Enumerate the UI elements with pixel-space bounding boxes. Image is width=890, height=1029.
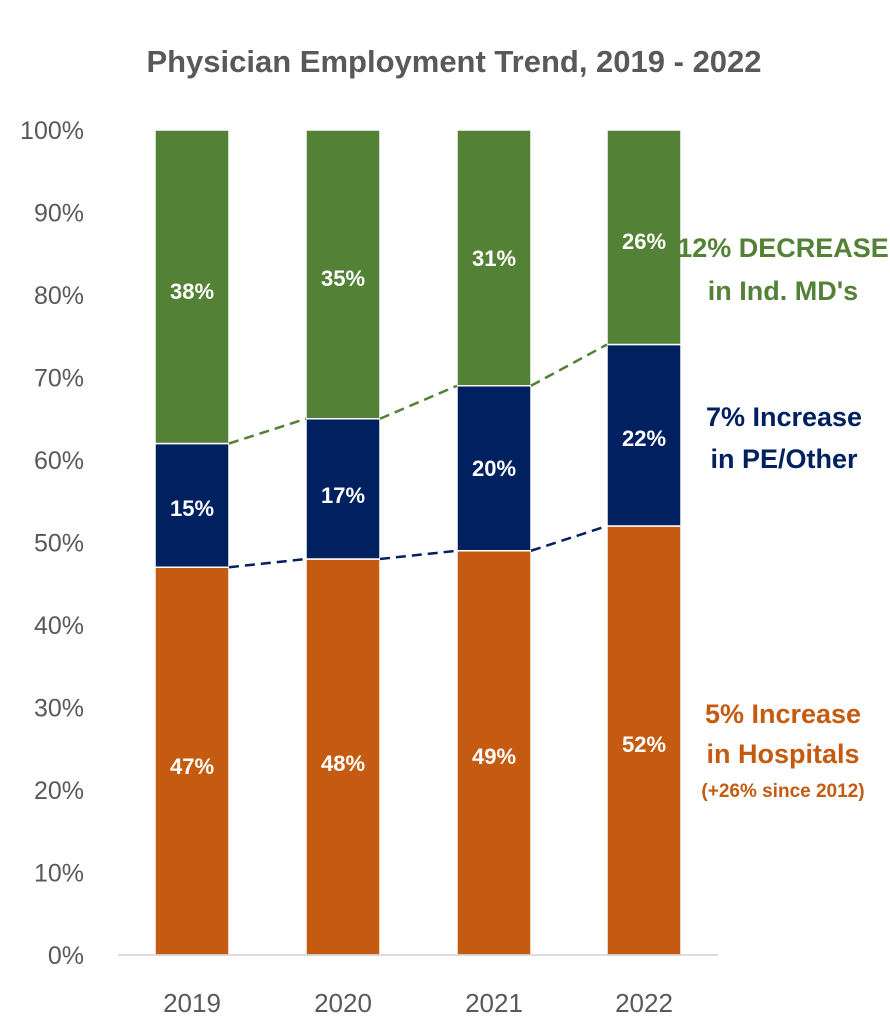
chart-title: Physician Employment Trend, 2019 - 2022 [146, 44, 761, 79]
bar-segment [154, 566, 230, 956]
segment-value-label: 52% [622, 732, 666, 757]
x-axis: 2019 2020 2021 2022 [118, 954, 718, 1018]
annotation-line: 12% DECREASE [677, 233, 889, 263]
x-tick-label: 2022 [615, 988, 673, 1018]
segment-value-label: 49% [472, 744, 516, 769]
bar-segment [606, 525, 682, 956]
segment-value-label: 20% [472, 456, 516, 481]
trend-lines [228, 343, 608, 569]
segment-value-label: 35% [321, 266, 365, 291]
bar-segment [606, 129, 682, 346]
trend-line-segment [379, 549, 458, 561]
segment-value-label: 38% [170, 279, 214, 304]
x-tick-label: 2021 [465, 988, 523, 1018]
y-tick-label: 10% [34, 860, 84, 888]
y-tick-label: 80% [34, 282, 84, 310]
y-tick-label: 20% [34, 777, 84, 805]
y-tick-label: 60% [34, 447, 84, 475]
y-tick-label: 30% [34, 695, 84, 723]
bar-segment [456, 129, 532, 387]
segment-value-label: 15% [170, 496, 214, 521]
trend-line-segment [379, 384, 458, 420]
segment-value-label: 31% [472, 246, 516, 271]
segment-value-label: 26% [622, 229, 666, 254]
segment-value-label: 48% [321, 751, 365, 776]
x-tick-label: 2019 [163, 988, 221, 1018]
annotation-line: in Hospitals [706, 739, 859, 769]
segment-value-label: 47% [170, 754, 214, 779]
bar-segment [154, 129, 230, 445]
y-tick-label: 70% [34, 365, 84, 393]
y-tick-label: 90% [34, 200, 84, 228]
trend-line-segment [530, 524, 608, 552]
y-tick-label: 40% [34, 612, 84, 640]
annotation-line: in PE/Other [710, 444, 858, 474]
trend-line-segment [228, 417, 307, 445]
annotation-note: (+26% since 2012) [701, 781, 864, 802]
segment-value-label: 22% [622, 426, 666, 451]
y-axis: 0% 10% 20% 30% 40% 50% 60% 70% 80% 90% 100% [20, 117, 84, 970]
y-tick-label: 50% [34, 530, 84, 558]
annotation-line: in Ind. MD's [708, 276, 858, 306]
bar-segment [305, 418, 381, 560]
y-tick-label: 0% [48, 942, 84, 970]
bar-segment [305, 558, 381, 956]
y-tick-label: 100% [20, 117, 84, 145]
bar-segment [606, 343, 682, 527]
bar-segment [154, 442, 230, 568]
trend-line-segment [530, 343, 608, 387]
annotations: 12% DECREASE in Ind. MD's 7% Increase in PE… [677, 233, 889, 802]
trend-line-segment [228, 557, 307, 569]
annotation-line: 5% Increase [705, 699, 861, 729]
bar-segment [456, 385, 532, 552]
x-tick-label: 2020 [314, 988, 372, 1018]
bar-segment [305, 129, 381, 420]
bars: 47% 48% 49% 52% 15% 17% 20% 22% 38% 35% 31% 26% [154, 129, 682, 956]
segment-value-label: 17% [321, 483, 365, 508]
annotation-line: 7% Increase [706, 402, 862, 432]
